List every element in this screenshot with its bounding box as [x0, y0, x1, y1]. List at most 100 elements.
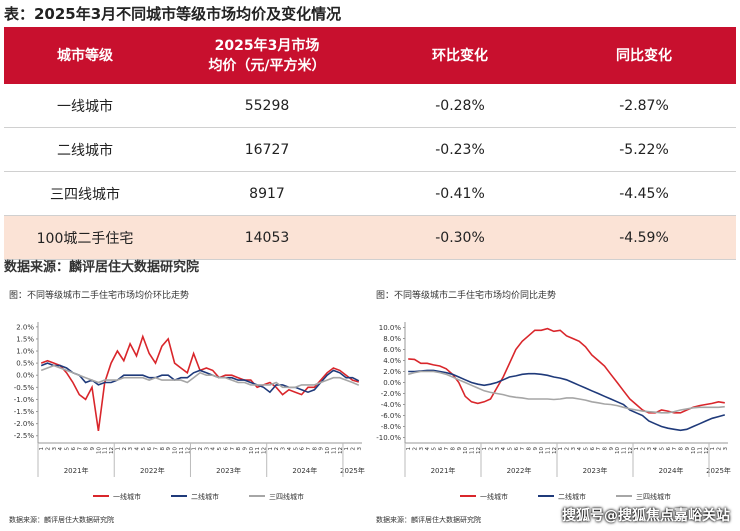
year-label: 2023年: [216, 466, 241, 475]
header-cell: 城市等级: [4, 27, 166, 84]
x-tick-label: 8: [451, 447, 457, 451]
year-label: 2023年: [583, 466, 608, 475]
table-cell: 55298: [166, 84, 368, 128]
y-tick-label: -0.5%: [14, 384, 35, 392]
x-tick-label: 9: [166, 447, 172, 451]
x-tick-label: 10: [173, 447, 179, 454]
y-tick-label: 2.0%: [383, 368, 401, 376]
chart-title: 图：不同等级城市二手住宅市场均价同比走势: [376, 289, 556, 301]
table-cell: -4.45%: [552, 171, 736, 216]
y-tick-label: -8.0%: [381, 423, 402, 431]
year-label: 2021年: [64, 466, 89, 475]
year-label: 2025年: [340, 466, 365, 475]
chart-note: 数据来源：麟评居住大数据研究院: [376, 515, 481, 524]
series-line: [408, 369, 726, 432]
x-tick-label: 3: [571, 447, 577, 451]
y-tick-label: 1.0%: [16, 348, 34, 356]
y-tick-label: -2.5%: [14, 432, 35, 440]
x-tick-label: 3: [52, 447, 58, 451]
year-label: 2024年: [659, 466, 684, 475]
x-tick-label: 6: [71, 447, 77, 451]
year-label: 2025年: [706, 466, 731, 475]
x-tick-label: 7: [230, 447, 236, 451]
x-tick-label: 9: [319, 447, 325, 451]
table-row: 100城二手住宅 14053 -0.30% -4.59%: [4, 215, 736, 260]
x-tick-label: 6: [223, 447, 229, 451]
x-tick-label: 12: [185, 447, 191, 454]
x-tick-label: 2: [413, 447, 419, 451]
x-tick-label: 2: [641, 447, 647, 451]
y-tick-label: -6.0%: [381, 412, 402, 420]
x-tick-label: 5: [217, 447, 223, 451]
table-cell: -2.87%: [552, 84, 736, 128]
x-tick-label: 4: [211, 447, 217, 451]
x-tick-label: 3: [419, 447, 425, 451]
table-cell: -0.41%: [368, 171, 552, 216]
x-tick-label: 6: [300, 447, 306, 451]
x-tick-label: 1: [268, 447, 274, 451]
legend-label: 二线城市: [191, 492, 219, 501]
x-tick-label: 8: [603, 447, 609, 451]
x-tick-label: 6: [147, 447, 153, 451]
chart-note: 数据来源：麟评居住大数据研究院: [9, 515, 114, 524]
y-tick-label: 0.5%: [16, 360, 34, 368]
x-tick-label: 7: [672, 447, 678, 451]
x-tick-label: 8: [312, 447, 318, 451]
x-tick-label: 9: [609, 447, 615, 451]
year-label: 2022年: [507, 466, 532, 475]
x-tick-label: 3: [128, 447, 134, 451]
table-cell: 100城二手住宅: [4, 215, 166, 260]
x-tick-label: 12: [552, 447, 558, 454]
series-line: [40, 364, 360, 389]
x-tick-label: 11: [546, 447, 552, 454]
x-tick-label: 10: [249, 447, 255, 454]
table-row: 三四线城市 8917 -0.41% -4.45%: [4, 171, 736, 216]
x-tick-label: 8: [84, 447, 90, 451]
y-tick-label: -2.0%: [381, 390, 402, 398]
x-tick-label: 7: [77, 447, 83, 451]
chart-title: 图：不同等级城市二手住宅市场均价环比走势: [9, 289, 189, 301]
table-cell: -0.28%: [368, 84, 552, 128]
x-tick-label: 8: [160, 447, 166, 451]
x-tick-label: 2: [717, 447, 723, 451]
x-tick-label: 4: [134, 447, 140, 451]
x-tick-label: 3: [357, 447, 363, 451]
x-tick-label: 11: [255, 447, 261, 454]
y-tick-label: 4.0%: [383, 357, 401, 365]
x-tick-label: 12: [704, 447, 710, 454]
legend-label: 一线城市: [113, 492, 141, 501]
table-cell: 16727: [166, 127, 368, 172]
x-tick-label: 7: [520, 447, 526, 451]
x-tick-label: 12: [109, 447, 115, 454]
y-tick-label: 10.0%: [379, 324, 402, 332]
y-tick-label: 2.0%: [16, 323, 34, 331]
header-line: 均价（元/平方米）: [208, 57, 326, 74]
table-cell: 三四线城市: [4, 171, 166, 216]
y-tick-label: 6.0%: [383, 346, 401, 354]
header-cell: 环比变化: [368, 27, 552, 84]
year-label: 2022年: [140, 466, 165, 475]
header-cell: 同比变化: [552, 27, 736, 84]
y-tick-label: 0.0%: [16, 372, 34, 380]
x-tick-label: 4: [501, 447, 507, 451]
x-tick-label: 2: [46, 447, 52, 451]
x-tick-label: 4: [653, 447, 659, 451]
x-tick-label: 5: [141, 447, 147, 451]
table-cell: -0.30%: [368, 215, 552, 260]
x-tick-label: 1: [482, 447, 488, 451]
x-tick-label: 3: [647, 447, 653, 451]
year-label: 2021年: [431, 466, 456, 475]
table-cell: 一线城市: [4, 84, 166, 128]
x-tick-label: 12: [338, 447, 344, 454]
x-tick-label: 10: [615, 447, 621, 454]
x-tick-label: 2: [565, 447, 571, 451]
y-tick-label: -1.0%: [14, 396, 35, 404]
x-tick-label: 12: [262, 447, 268, 454]
x-tick-label: 7: [154, 447, 160, 451]
x-tick-label: 11: [622, 447, 628, 454]
x-tick-label: 12: [628, 447, 634, 454]
x-tick-label: 10: [96, 447, 102, 454]
x-tick-label: 3: [204, 447, 210, 451]
x-tick-label: 12: [476, 447, 482, 454]
